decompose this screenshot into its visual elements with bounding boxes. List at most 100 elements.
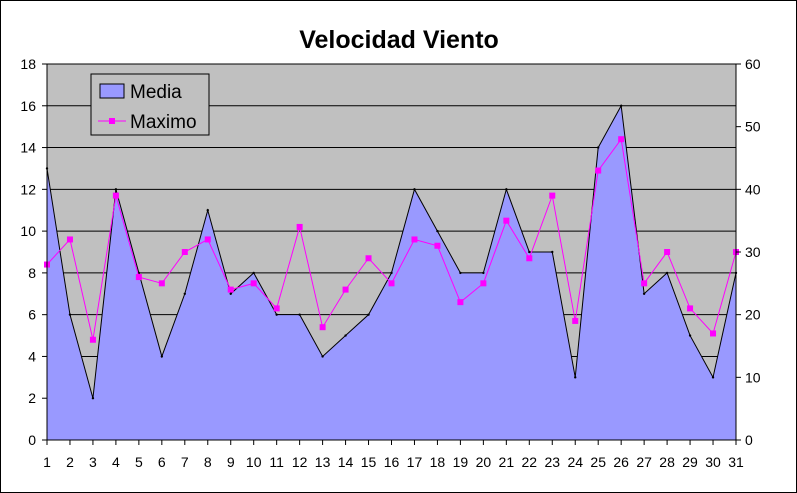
x-tick-label-6: 6 [158, 454, 166, 470]
maximo-marker-22 [526, 255, 533, 262]
x-tick-label-10: 10 [246, 454, 262, 470]
media-point-22 [528, 250, 531, 254]
maximo-marker-9 [227, 286, 234, 293]
x-tick-label-13: 13 [315, 454, 331, 470]
x-tick-label-30: 30 [705, 454, 721, 470]
x-tick-label-23: 23 [544, 454, 560, 470]
media-point-7 [183, 292, 186, 295]
y-left-tick-label-18: 18 [20, 56, 36, 72]
legend: Media Maximo [90, 73, 210, 136]
maximo-marker-24 [572, 317, 579, 324]
x-tick-label-5: 5 [135, 454, 143, 470]
x-tick-label-21: 21 [499, 454, 515, 470]
x-tick-label-1: 1 [43, 454, 51, 470]
maximo-marker-23 [549, 192, 556, 199]
maximo-marker-26 [618, 136, 625, 143]
x-tick-label-20: 20 [476, 454, 492, 470]
y-right-tick-label-60: 60 [745, 56, 761, 72]
x-tick-label-28: 28 [659, 454, 675, 470]
x-tick-label-3: 3 [89, 454, 97, 470]
maximo-marker-28 [664, 249, 671, 255]
y-left-tick-label-8: 8 [28, 265, 36, 281]
y-right-tick-label-0: 0 [745, 432, 753, 448]
x-tick-label-18: 18 [430, 454, 446, 470]
legend-label-maximo: Maximo [130, 112, 197, 133]
x-tick-label-15: 15 [361, 454, 377, 470]
y-left-tick-label-0: 0 [28, 432, 36, 448]
maximo-marker-19 [457, 299, 464, 306]
y-right-tick-label-30: 30 [745, 244, 761, 260]
media-point-19 [459, 271, 462, 275]
maximo-marker-18 [434, 242, 441, 249]
y-left-tick-label-2: 2 [28, 390, 36, 406]
maximo-marker-27 [641, 280, 648, 287]
maximo-marker-2 [66, 236, 73, 243]
media-point-12 [298, 313, 301, 316]
maximo-marker-3 [89, 336, 96, 343]
media-point-18 [436, 229, 439, 233]
chart-title: Velocidad Viento [299, 26, 499, 54]
x-tick-label-7: 7 [181, 454, 189, 470]
y-left-tick-label-16: 16 [20, 98, 36, 114]
y-right-tick-label-10: 10 [745, 369, 761, 385]
maximo-marker-4 [112, 192, 119, 199]
x-tick-label-24: 24 [567, 454, 583, 470]
maximo-marker-11 [273, 305, 280, 312]
media-point-10 [252, 271, 255, 275]
legend-label-media: Media [130, 82, 182, 103]
x-tick-label-14: 14 [338, 454, 354, 470]
media-point-11 [275, 313, 278, 316]
x-tick-label-9: 9 [227, 454, 235, 470]
maximo-marker-17 [411, 236, 418, 243]
media-point-16 [390, 271, 393, 275]
y-right-tick-label-50: 50 [745, 119, 761, 135]
media-point-27 [642, 292, 646, 295]
maximo-marker-30 [710, 330, 717, 337]
x-tick-label-4: 4 [112, 454, 120, 470]
maximo-marker-20 [480, 280, 487, 287]
maximo-marker-29 [687, 305, 694, 312]
media-point-9 [229, 292, 232, 295]
media-point-8 [206, 209, 209, 212]
media-point-28 [665, 271, 669, 275]
maximo-marker-21 [503, 217, 510, 224]
y-left-tick-label-4: 4 [28, 348, 36, 364]
x-tick-label-17: 17 [407, 454, 423, 470]
media-point-30 [711, 376, 715, 379]
y-left-tick-label-14: 14 [20, 140, 36, 156]
x-tick-label-22: 22 [522, 454, 538, 470]
x-tick-label-11: 11 [269, 454, 284, 470]
x-tick-label-2: 2 [66, 454, 74, 470]
y-left-tick-label-10: 10 [20, 223, 36, 239]
maximo-marker-8 [204, 236, 211, 243]
maximo-marker-15 [365, 255, 372, 262]
maximo-marker-10 [250, 280, 257, 287]
x-tick-label-26: 26 [613, 454, 629, 470]
x-tick-label-25: 25 [590, 454, 606, 470]
media-point-24 [574, 376, 577, 379]
media-point-23 [551, 250, 554, 254]
media-point-15 [367, 313, 370, 316]
media-point-13 [321, 355, 324, 358]
media-point-6 [160, 355, 164, 358]
maximo-marker-7 [181, 249, 188, 255]
media-point-3 [91, 397, 95, 400]
media-point-14 [344, 334, 347, 337]
media-point-20 [482, 271, 485, 275]
maximo-marker-5 [135, 274, 142, 281]
maximo-marker-13 [319, 324, 326, 331]
legend-marker-maximo [109, 118, 115, 124]
x-tick-label-8: 8 [204, 454, 212, 470]
media-point-29 [688, 334, 692, 337]
x-tick-label-12: 12 [292, 454, 308, 470]
x-tick-label-29: 29 [682, 454, 698, 470]
maximo-marker-6 [158, 280, 165, 287]
media-point-26 [619, 104, 623, 107]
x-tick-label-27: 27 [636, 454, 652, 470]
y-right-tick-label-20: 20 [745, 307, 761, 323]
maximo-marker-16 [388, 280, 395, 287]
y-left-tick-label-6: 6 [28, 307, 36, 323]
